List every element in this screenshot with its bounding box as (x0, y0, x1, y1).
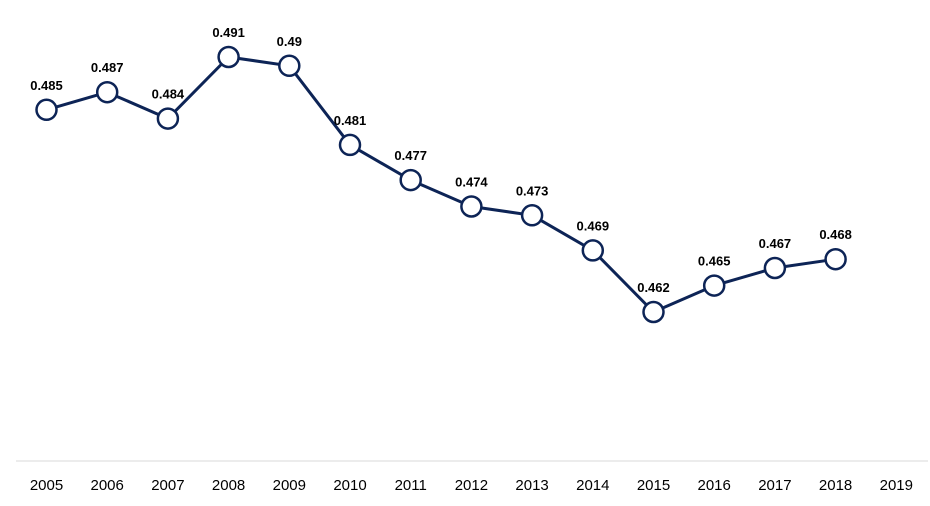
x-tick-label: 2013 (515, 477, 548, 494)
data-point (460, 195, 483, 218)
x-tick-label: 2015 (637, 477, 670, 494)
x-tick-label: 2017 (758, 477, 791, 494)
data-label: 0.484 (152, 87, 185, 102)
data-label: 0.491 (212, 25, 245, 40)
data-point (95, 80, 119, 104)
data-label: 0.469 (577, 218, 610, 233)
data-label: 0.487 (91, 60, 124, 75)
x-tick-label: 2014 (576, 477, 609, 494)
data-point (156, 107, 180, 130)
data-point (702, 274, 726, 297)
x-tick-label: 2016 (698, 477, 731, 494)
x-tick-label: 2007 (151, 477, 184, 494)
series-layer: 0.485 0.487 0.484 0.491 0.49 0.481 0.477 0.474 0… (30, 25, 852, 324)
data-label: 0.485 (30, 78, 63, 93)
data-label: 0.467 (759, 236, 792, 251)
data-point (642, 300, 665, 324)
data-label: 0.481 (334, 113, 367, 128)
data-label: 0.468 (819, 227, 852, 242)
data-label: 0.473 (516, 183, 549, 198)
data-point (338, 133, 362, 157)
x-tick-label: 2006 (91, 477, 124, 494)
x-tick-label: 2019 (880, 477, 913, 494)
x-tick-labels: 2005 2006 2007 2008 2009 2010 2011 2012 2013 2014… (30, 477, 913, 494)
data-point (399, 168, 422, 192)
x-tick-label: 2008 (212, 477, 245, 494)
data-point (581, 239, 605, 262)
x-tick-label: 2009 (273, 477, 306, 494)
x-tick-label: 2010 (333, 477, 366, 494)
data-point (35, 98, 58, 122)
data-label: 0.49 (277, 34, 302, 49)
data-label: 0.474 (455, 175, 488, 190)
data-label: 0.465 (698, 254, 731, 269)
data-label: 0.462 (637, 280, 670, 295)
data-label: 0.477 (394, 148, 427, 163)
data-point (824, 247, 847, 271)
data-point (520, 204, 544, 227)
x-tick-label: 2012 (455, 477, 488, 494)
data-point (763, 256, 787, 280)
x-tick-label: 2018 (819, 477, 852, 494)
data-point (217, 45, 240, 69)
x-tick-label: 2005 (30, 477, 63, 494)
data-point (278, 54, 301, 78)
x-tick-label: 2011 (395, 477, 427, 494)
